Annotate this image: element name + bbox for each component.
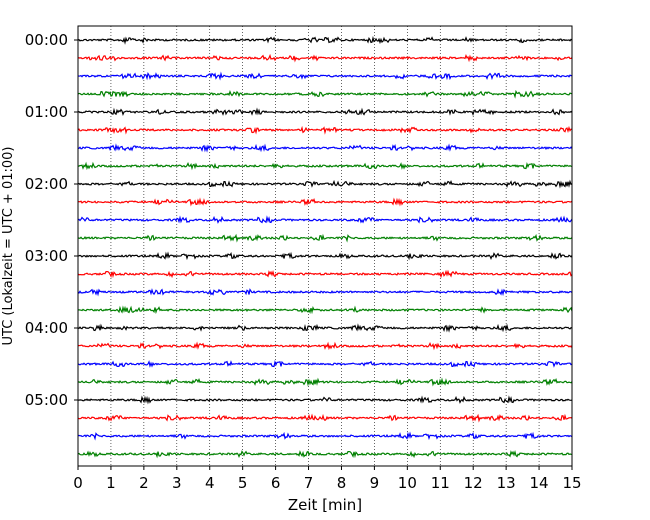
x-tick-label: 4 — [205, 474, 215, 492]
trace-line — [77, 53, 573, 63]
x-tick-label: 11 — [431, 474, 450, 492]
y-tick-label: 05:00 — [25, 391, 68, 409]
trace-line — [77, 107, 573, 117]
trace-line — [77, 251, 573, 261]
y-tick-label: 04:00 — [25, 319, 68, 337]
y-tick-label: 00:00 — [25, 31, 68, 49]
trace-line — [77, 395, 573, 405]
trace-line — [77, 341, 573, 351]
x-tick-label: 5 — [238, 474, 248, 492]
trace-line — [77, 143, 573, 153]
x-axis-label: Zeit [min] — [288, 496, 362, 514]
x-tick-label: 14 — [530, 474, 549, 492]
y-tick-label: 01:00 — [25, 103, 68, 121]
trace-line — [77, 197, 573, 207]
trace-line — [77, 359, 573, 368]
trace-line — [77, 323, 573, 333]
trace-line — [77, 288, 573, 297]
trace-line — [77, 179, 573, 189]
x-tick-label: 12 — [464, 474, 483, 492]
trace-line — [77, 125, 573, 135]
trace-line — [77, 413, 573, 423]
trace-line — [77, 233, 573, 243]
trace-line — [77, 269, 573, 279]
x-tick-label: 15 — [562, 474, 581, 492]
seismic-traces — [77, 35, 573, 459]
x-tick-label: 1 — [106, 474, 116, 492]
trace-line — [77, 35, 573, 45]
x-tick-label: 7 — [304, 474, 314, 492]
x-tick-label: 3 — [172, 474, 182, 492]
trace-line — [77, 89, 573, 99]
trace-line — [77, 449, 573, 459]
plot-frame — [77, 25, 573, 467]
y-axis-ticks: 00:00 01:00 02:00 03:00 04:00 05:00 — [25, 31, 78, 409]
x-tick-label: 10 — [398, 474, 417, 492]
grid-lines — [110, 26, 540, 466]
y-tick-label: 02:00 — [25, 175, 68, 193]
trace-line — [77, 71, 573, 81]
trace-line — [77, 161, 573, 171]
x-tick-label: 9 — [370, 474, 380, 492]
trace-line — [77, 377, 573, 387]
x-tick-label: 8 — [337, 474, 347, 492]
x-tick-label: 6 — [271, 474, 281, 492]
trace-line — [77, 305, 573, 315]
trace-line — [77, 215, 573, 224]
x-tick-label: 2 — [139, 474, 149, 492]
y-axis-label: UTC (Lokalzeit = UTC + 01:00) — [1, 147, 16, 346]
x-axis-ticks: 0 1 2 3 4 5 6 7 8 9 10 11 12 13 14 15 — [73, 466, 582, 492]
trace-line — [77, 431, 573, 441]
x-tick-label: 0 — [73, 474, 83, 492]
x-tick-label: 13 — [497, 474, 516, 492]
y-tick-label: 03:00 — [25, 247, 68, 265]
